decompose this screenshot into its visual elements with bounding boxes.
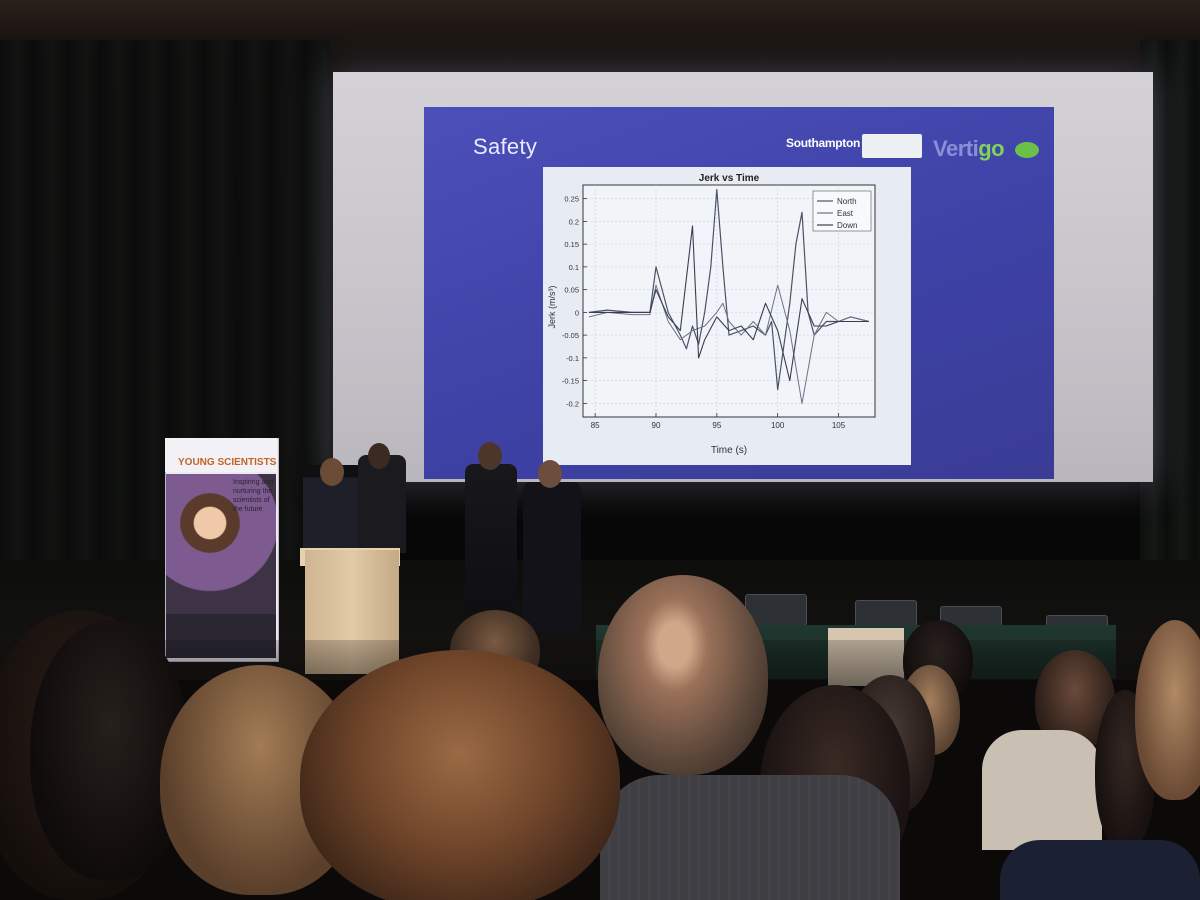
y-tick-label: -0.2: [566, 399, 579, 408]
x-tick-label: 85: [591, 421, 600, 430]
partner-logo-icon: [862, 134, 922, 158]
x-tick-label: 95: [712, 421, 721, 430]
audience-head-foreground: [300, 650, 620, 900]
plot-area: 85 90 95 100 105 0.25 0.2 0.15 0.1 0.05 0 -0.05 -0.1…: [562, 184, 876, 430]
slide-title: Safety: [473, 134, 538, 159]
x-tick-label: 105: [832, 421, 846, 430]
series-line-north: [589, 188, 870, 391]
audience-blazer: [1000, 840, 1200, 900]
presenter-2-head: [368, 443, 390, 469]
chart-title: Jerk vs Time: [699, 173, 760, 184]
vertigo-logo: Vertigo: [933, 136, 1005, 162]
y-tick-label: 0.2: [569, 217, 579, 226]
y-tick-label: -0.05: [562, 331, 579, 340]
banner-header: [165, 438, 277, 472]
presenter-3: [465, 464, 517, 614]
x-tick-label: 90: [652, 421, 661, 430]
audience-head-balding: [598, 575, 768, 775]
vertigo-logo-part-b: go: [978, 136, 1005, 161]
presenter-3-head: [478, 442, 502, 470]
legend-label-east: East: [837, 209, 854, 218]
y-tick-label: -0.1: [566, 354, 579, 363]
presenter-4: [523, 482, 581, 632]
green-logo-icon: [1015, 142, 1039, 158]
legend-label-north: North: [837, 197, 857, 206]
y-tick-label: 0.05: [564, 286, 579, 295]
y-tick-label: 0.15: [564, 240, 579, 249]
pinstripe-suit: [600, 775, 900, 900]
banner-text: Inspiring and nurturing the scientists o…: [233, 479, 274, 513]
jerk-chart: Jerk vs Time Time (s) Jerk (m/s³) 85 90 95…: [547, 173, 876, 456]
audience-sweater: [982, 730, 1102, 850]
southampton-logo: Southampton: [786, 136, 861, 150]
y-tick-label: -0.15: [562, 377, 579, 386]
legend-label-down: Down: [837, 221, 857, 230]
presenter-1-head: [320, 458, 344, 486]
presenter-2: [358, 455, 406, 553]
y-tick-label: 0.1: [569, 263, 579, 272]
chart-y-label: Jerk (m/s³): [547, 286, 557, 329]
legend-box: [812, 190, 872, 232]
vertigo-logo-part-a: Verti: [933, 136, 979, 161]
series-line-down: [589, 225, 869, 382]
banner-title: YOUNG SCIENTISTS: [178, 457, 277, 468]
series-line-east: [588, 284, 870, 404]
panel-chair: [745, 594, 807, 626]
x-tick-label: 100: [771, 421, 785, 430]
audience-head: [1135, 620, 1200, 800]
banner-photo: [166, 474, 276, 614]
presenter-4-head: [538, 460, 562, 488]
y-tick-label: 0: [575, 308, 579, 317]
y-tick-label: 0.25: [564, 195, 579, 204]
chart-x-label: Time (s): [711, 445, 747, 456]
